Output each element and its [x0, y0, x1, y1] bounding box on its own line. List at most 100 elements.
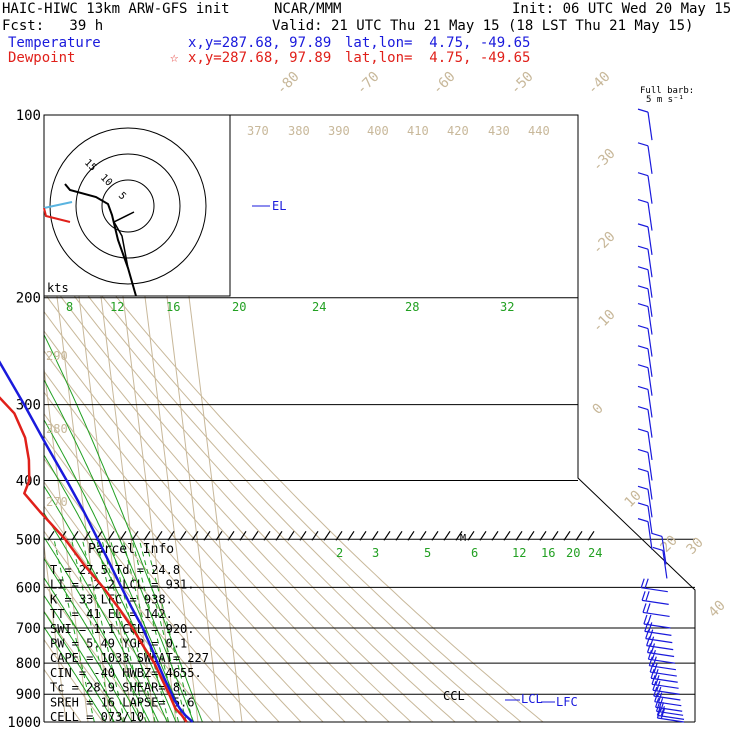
wind-barb-staff [661, 536, 667, 565]
theta-label: 420 [447, 124, 469, 138]
hatch-mark [143, 530, 151, 541]
hatch-mark [299, 530, 307, 541]
dry-adiabat-line [44, 127, 426, 722]
mixing-ratio-label: 28 [405, 300, 419, 314]
wind-barb-staff [653, 695, 681, 701]
theta-label: 380 [288, 124, 310, 138]
theta-label: 280 [46, 422, 68, 436]
moist-adiabat-line [44, 115, 186, 722]
isotherm-label: -60 [430, 69, 459, 98]
wind-barb-staff [649, 665, 676, 671]
wind-barb-flag [660, 706, 665, 716]
wind-barb-flag [647, 649, 652, 660]
wind-barb-flag [656, 706, 661, 716]
isotherm-label: -20 [590, 229, 619, 258]
wind-barb-staff [647, 175, 653, 204]
wind-barb-flag [652, 546, 664, 551]
hatch-mark [179, 530, 187, 541]
wind-barb-flag [644, 622, 649, 632]
dry-adiabat-line [44, 127, 314, 722]
theta-label: 430 [488, 124, 510, 138]
wind-barb-flag [652, 681, 657, 691]
dry-adiabat-line [44, 127, 91, 722]
wind-barb-flag [647, 614, 652, 625]
wind-barb-flag [649, 629, 654, 639]
isotherm-label: 0 [590, 401, 607, 418]
wind-barb-staff [652, 689, 680, 695]
wind-barb-flag [646, 643, 652, 653]
wind-barb-flag [652, 656, 657, 666]
wind-barb-flag [653, 662, 658, 673]
header-init: Init: 06 UTC Wed 20 May 15 [512, 1, 732, 17]
dry-adiabat-line [44, 127, 448, 722]
legend-dewpoint: Dewpoint [8, 50, 76, 66]
wind-barb-flag [637, 502, 649, 507]
moist-adiabat-line [44, 115, 159, 722]
hatch-mark [527, 530, 535, 541]
mixing-ratio-label: 12 [512, 546, 526, 560]
mixing-ratio-line [71, 539, 114, 722]
moist-adiabat-line [44, 115, 142, 722]
hatch-mark [359, 530, 367, 541]
wind-barb-staff [647, 226, 653, 255]
wind-barb-flag [657, 686, 662, 697]
wind-barb-staff [647, 249, 653, 278]
theta-label: 390 [328, 124, 350, 138]
parcel-info-row: CIN = -40 HWBZ= 4655. [50, 666, 202, 680]
hodograph-units: kts [47, 281, 69, 295]
barb-note: Full barb: [640, 86, 695, 96]
theta-label: 270 [46, 495, 68, 509]
isotherm-label: -70 [354, 69, 383, 98]
wind-barb-staff [645, 638, 673, 644]
hatch-mark [539, 530, 547, 541]
wind-barb-flag [659, 698, 664, 708]
theta-label: 370 [247, 124, 269, 138]
wind-barb-flag [637, 223, 649, 228]
wind-barb-staff [651, 677, 678, 683]
pressure-tick-label: 500 [16, 532, 41, 548]
wind-barb-flag [650, 669, 655, 679]
wind-barb-flag [660, 708, 665, 719]
hodograph-ring [101, 179, 155, 233]
parcel-info-row: T = 27.5 Td = 24.8 [50, 563, 180, 577]
pressure-tick-label: 200 [16, 291, 41, 307]
temperature-xy: x,y=287.68, 97.89 [188, 35, 332, 51]
moist-adiabat-line [44, 115, 177, 722]
moist-adiabat-line [44, 115, 168, 722]
wind-barb-flag [637, 518, 649, 523]
el-label: EL [272, 199, 286, 213]
wind-barb-flag [644, 578, 649, 588]
hatch-mark [203, 530, 211, 541]
wind-barb-staff [647, 521, 653, 550]
wind-barb-flag [637, 345, 649, 350]
hatch-mark [503, 530, 511, 541]
wind-barb-flag [651, 532, 663, 537]
parcel-info-row: SWI = 1.1 CCL = 920. [50, 622, 195, 636]
hatch-mark [251, 530, 259, 541]
wind-barb-flag [651, 675, 656, 685]
moist-adiabat-line [44, 115, 107, 722]
wind-barb-staff [647, 202, 653, 231]
wind-barb-flag [640, 578, 645, 588]
mixing-ratio-label: 20 [566, 546, 580, 560]
hatch-mark [431, 530, 439, 541]
dry-adiabat-line [44, 127, 114, 722]
temperature-latlon: lat,lon= 4.75, -49.65 [345, 35, 531, 51]
isotherm-line [44, 115, 67, 722]
wind-barb-flag [656, 681, 661, 691]
theta-label: 290 [46, 349, 68, 363]
isotherm-label: -30 [590, 146, 619, 175]
hatch-mark [383, 530, 391, 541]
mixing-ratio-label: 24 [312, 300, 326, 314]
mixing-ratio-label: 16 [541, 546, 555, 560]
isotherm-label: -50 [508, 69, 537, 98]
wind-barb-staff [647, 471, 653, 500]
mixing-ratio-line [53, 539, 95, 722]
hatch-mark [587, 530, 595, 541]
wind-barb-staff [642, 599, 669, 605]
hatch-mark [71, 530, 79, 541]
mixing-ratio-label: 2 [336, 546, 343, 560]
header-valid: Valid: 21 UTC Thu 21 May 15 (18 LST Thu … [272, 18, 694, 34]
isotherm-label: -80 [274, 69, 303, 98]
